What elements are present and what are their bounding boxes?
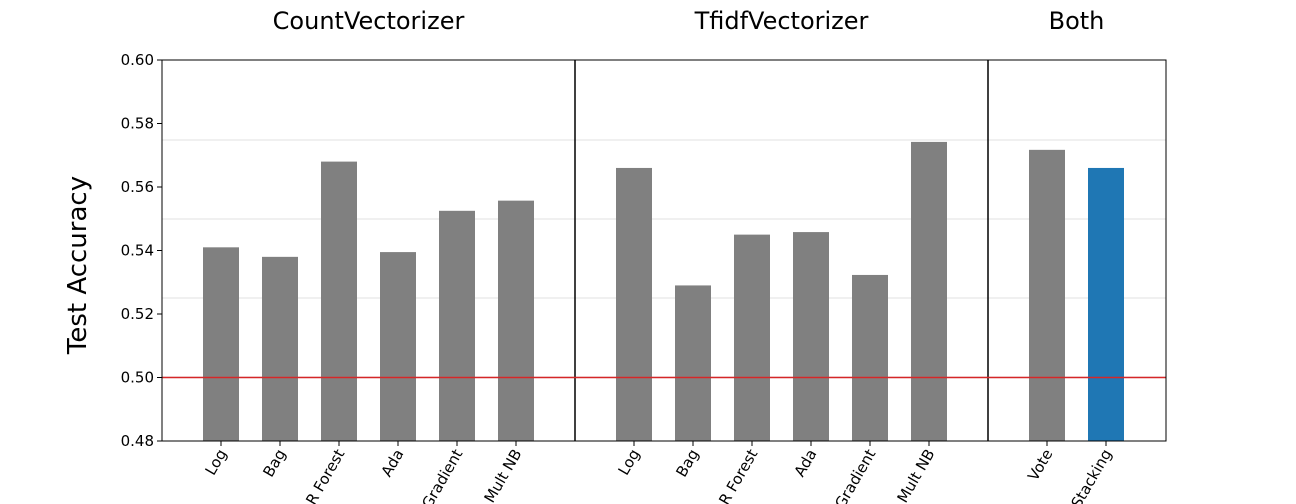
y-tick-label: 0.60 bbox=[121, 51, 154, 69]
bar bbox=[203, 247, 239, 441]
bar bbox=[321, 161, 357, 441]
bar bbox=[911, 141, 947, 442]
y-tick-label: 0.48 bbox=[121, 432, 154, 450]
y-tick-label: 0.52 bbox=[121, 305, 154, 323]
y-axis-label: Test Accuracy bbox=[63, 176, 93, 355]
bar bbox=[734, 234, 770, 441]
ticks-layer: 0.48 0.50 0.52 0.54 0.56 0.58 0.60 bbox=[121, 51, 1107, 450]
bar bbox=[439, 210, 475, 441]
plot-frame bbox=[161, 59, 1167, 442]
bar bbox=[498, 200, 534, 441]
bar bbox=[1088, 167, 1124, 441]
group-title: Both bbox=[1049, 7, 1105, 35]
bar bbox=[616, 167, 652, 441]
group-title: CountVectorizer bbox=[273, 7, 465, 35]
bar bbox=[675, 285, 711, 441]
y-tick-label: 0.54 bbox=[121, 242, 154, 260]
bar bbox=[262, 256, 298, 441]
y-tick-label: 0.58 bbox=[121, 115, 154, 133]
bar bbox=[852, 274, 888, 441]
bar bbox=[380, 252, 416, 441]
bar bbox=[1029, 149, 1065, 442]
y-tick-label: 0.50 bbox=[121, 369, 154, 387]
group-title: TfidfVectorizer bbox=[694, 7, 869, 35]
bar bbox=[793, 232, 829, 441]
bars-layer bbox=[203, 141, 1124, 442]
y-tick-label: 0.56 bbox=[121, 178, 154, 196]
lines-layer bbox=[162, 60, 1166, 441]
